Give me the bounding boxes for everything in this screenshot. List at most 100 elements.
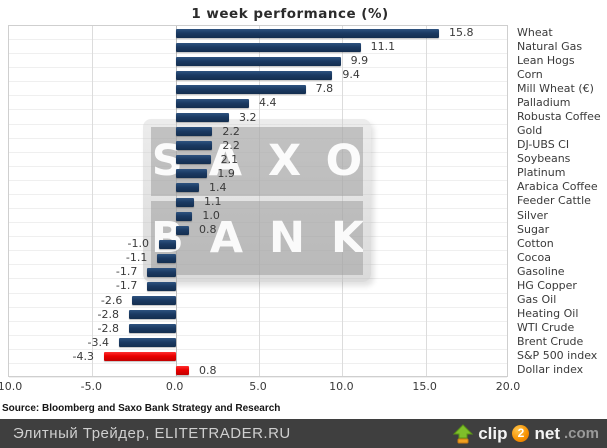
bar-value-label: 3.2 — [239, 110, 257, 124]
logo-tld: .com — [563, 425, 599, 442]
bar — [157, 253, 176, 263]
bar — [175, 84, 306, 94]
bar-value-label: 2.2 — [222, 138, 240, 152]
bar-value-label: 2.1 — [220, 152, 239, 166]
category-label: Cocoa — [517, 250, 551, 264]
category-label: Silver — [517, 208, 548, 222]
category-label: Sugar — [517, 222, 550, 236]
chart-row — [9, 96, 507, 111]
bar-value-label: 1.1 — [204, 195, 222, 208]
bar — [119, 338, 176, 348]
x-tick-label: 5.0 — [249, 380, 267, 393]
category-label: HG Copper — [517, 278, 577, 292]
chart-row — [9, 40, 507, 55]
bar-value-label: -4.3 — [72, 349, 94, 363]
logo-badge-2: 2 — [512, 425, 530, 442]
bar-value-label: 2.2 — [222, 124, 240, 138]
source-note: Source: Bloomberg and Saxo Bank Strategy… — [2, 403, 281, 414]
category-label: Feeder Cattle — [517, 194, 591, 208]
gridline — [425, 26, 427, 376]
bar-value-label: 11.1 — [370, 40, 396, 54]
footer-bar: Элитный Трейдер, ELITETRADER.RU clip 2 n… — [0, 419, 607, 448]
chart-row — [9, 322, 507, 336]
category-label: Lean Hogs — [517, 53, 575, 67]
bar — [129, 310, 176, 320]
bar — [175, 211, 193, 221]
x-tick-label: 0.0 — [165, 380, 184, 393]
category-label: Dollar index — [517, 363, 584, 377]
bar-value-label: -1.7 — [115, 279, 138, 293]
bar-value-label: 15.8 — [449, 26, 474, 40]
bar — [132, 296, 176, 306]
bar-value-label: -1.7 — [115, 265, 138, 279]
chart-row — [9, 294, 507, 308]
category-label: Platinum — [517, 166, 566, 180]
logo-word-clip: clip — [478, 423, 508, 443]
bar — [147, 267, 176, 277]
gridline — [92, 26, 94, 376]
category-label: Gold — [517, 124, 543, 138]
bar-value-label: -1.0 — [127, 237, 149, 251]
chart-row — [9, 336, 507, 350]
category-label: Natural Gas — [517, 39, 583, 53]
x-tick-label: -5.0 — [80, 380, 103, 393]
bar-value-label: 0.8 — [199, 223, 217, 237]
site-label: Элитный Трейдер, ELITETRADER.RU — [13, 425, 291, 442]
bar — [175, 155, 211, 165]
bar — [147, 281, 176, 291]
bar — [175, 141, 213, 151]
chart-row — [9, 82, 507, 97]
bar — [175, 225, 189, 235]
chart-row — [9, 265, 507, 280]
bar — [175, 70, 333, 80]
x-axis: -10.0 -5.0 0.0 5.0 10.0 15.0 20.0 — [0, 380, 520, 394]
bar-value-label: 9.9 — [350, 54, 369, 68]
chart-row — [9, 364, 507, 378]
bar — [175, 183, 199, 193]
bar-value-label: -2.8 — [97, 307, 119, 321]
category-label: Arabica Coffee — [517, 180, 598, 194]
watermark-line-2: BANK — [151, 201, 363, 275]
x-tick-label: 10.0 — [329, 380, 354, 393]
x-tick-label: 20.0 — [495, 380, 521, 393]
chart-row — [9, 279, 507, 294]
category-label: Mill Wheat (€) — [517, 81, 594, 95]
category-label: Heating Oil — [517, 307, 579, 321]
category-label: Gas Oil — [517, 293, 557, 307]
category-label: Cotton — [517, 236, 554, 250]
chart-title: 1 week performance (%) — [191, 6, 389, 22]
category-label: WTI Crude — [517, 321, 575, 335]
chart-row — [9, 350, 507, 364]
bar-value-label: 1.4 — [209, 180, 227, 194]
category-label: Brent Crude — [517, 335, 584, 349]
plot-area: SAXO BANK 15.811.19.99.47.84.43.22.22.22… — [8, 25, 508, 378]
bar — [104, 352, 176, 362]
bar-value-label: 9.4 — [342, 68, 360, 82]
category-label: Soybeans — [517, 152, 571, 166]
chart-row — [9, 68, 507, 83]
bar-value-label: -3.4 — [87, 335, 109, 349]
bar-value-label: -2.8 — [97, 321, 119, 335]
x-tick-label: -10.0 — [0, 380, 23, 393]
chart-row — [9, 54, 507, 69]
upload-arrow-icon — [452, 423, 474, 443]
bar-value-label: 1.9 — [217, 166, 235, 180]
bar — [175, 42, 361, 52]
chart-row — [9, 26, 507, 41]
bar-value-label: 1.0 — [202, 209, 220, 223]
category-label: DJ-UBS CI — [517, 138, 570, 152]
bar — [175, 113, 229, 123]
bar — [175, 28, 439, 38]
category-label: Robusta Coffee — [517, 110, 601, 123]
bars-layer: 15.8 11.1 9.9 9.4 7.8 4.4 3.2 2.2 2.2 2.1 1.9 1.4 1.… — [9, 26, 507, 377]
bar-value-label: -2.6 — [100, 293, 123, 307]
category-label: Gasoline — [517, 264, 565, 278]
bar — [175, 197, 194, 207]
bar — [159, 239, 176, 249]
bar-value-label: 7.8 — [315, 82, 334, 96]
category-label: Palladium — [517, 95, 571, 109]
category-label: Wheat — [517, 25, 553, 39]
bar — [175, 127, 213, 137]
chart-row — [9, 110, 507, 125]
